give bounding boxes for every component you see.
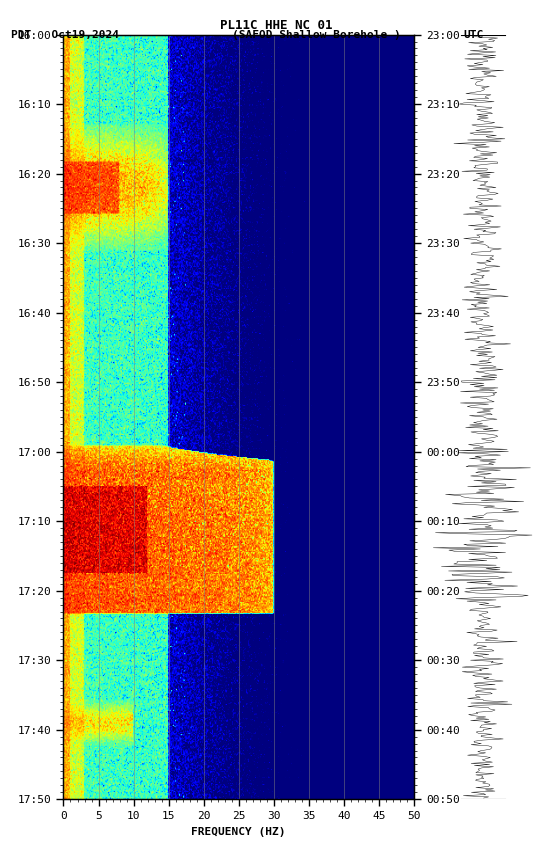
Text: PDT   Oct19,2024: PDT Oct19,2024 [11, 30, 119, 41]
Text: (SAFOD Shallow Borehole ): (SAFOD Shallow Borehole ) [232, 30, 401, 41]
Text: UTC: UTC [464, 30, 484, 41]
Text: PL11C HHE NC 01: PL11C HHE NC 01 [220, 19, 332, 32]
X-axis label: FREQUENCY (HZ): FREQUENCY (HZ) [192, 827, 286, 836]
